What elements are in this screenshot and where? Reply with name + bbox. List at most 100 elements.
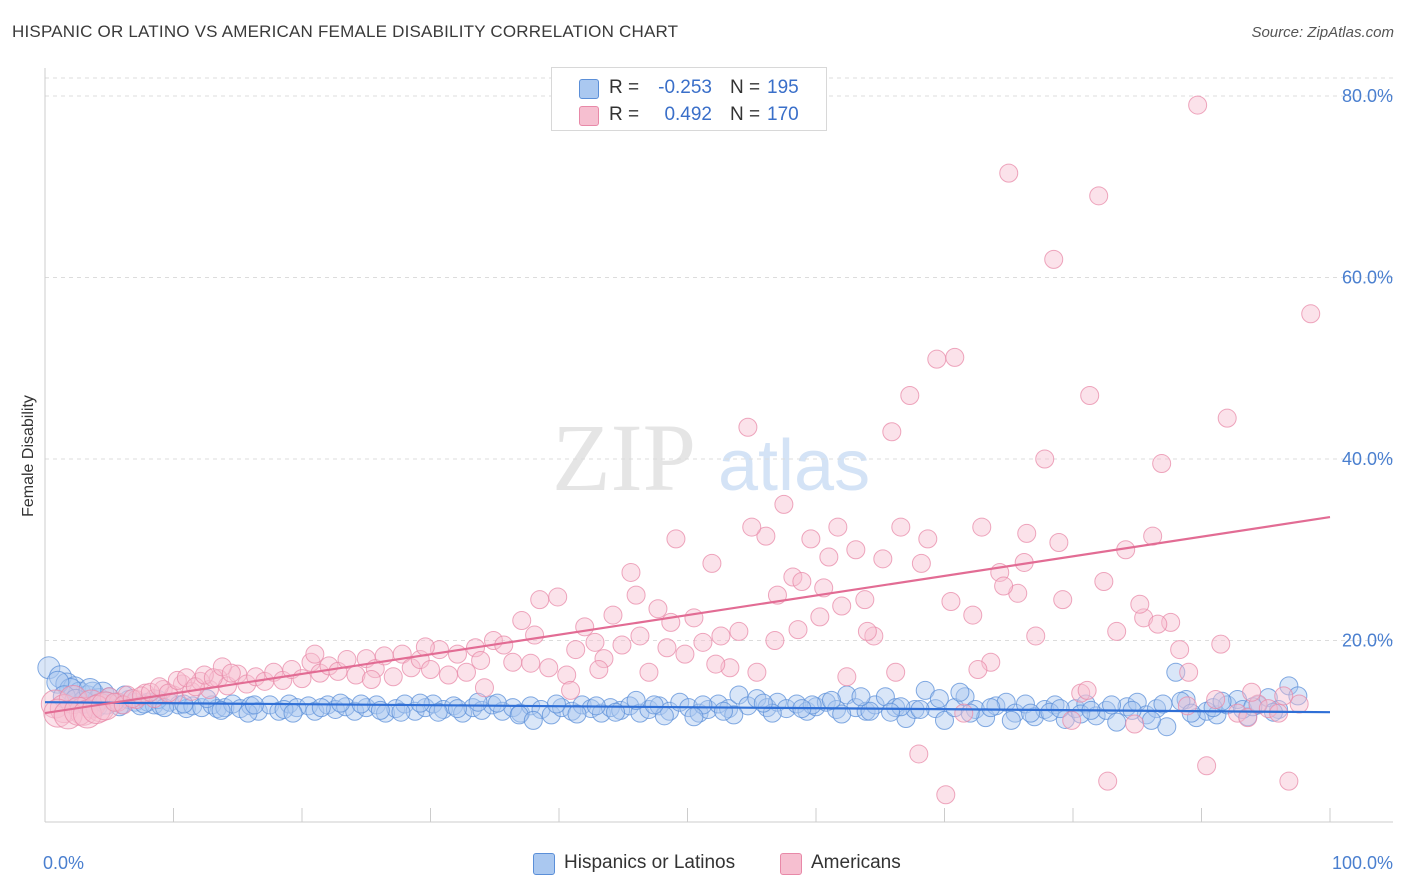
legend-n-value: 170 — [767, 104, 799, 125]
data-point — [1197, 756, 1217, 776]
y-tick-label: 20.0% — [1342, 631, 1393, 651]
data-point — [1238, 708, 1258, 728]
data-point — [713, 701, 733, 721]
data-point — [994, 576, 1014, 596]
data-point — [1274, 686, 1294, 706]
data-point — [720, 658, 740, 678]
data-point — [1188, 95, 1208, 115]
data-point — [693, 632, 713, 652]
data-point — [711, 626, 731, 646]
legend-swatch-hispanics — [579, 79, 599, 99]
data-point — [1152, 454, 1172, 474]
data-point — [1094, 572, 1114, 592]
data-point — [581, 699, 601, 719]
data-point — [43, 698, 73, 728]
data-point — [941, 591, 961, 611]
data-point — [447, 644, 467, 664]
data-point — [1050, 699, 1070, 719]
data-point — [1227, 703, 1247, 723]
data-point — [523, 710, 543, 730]
data-point — [428, 702, 448, 722]
data-point — [837, 667, 857, 687]
data-point — [221, 663, 241, 683]
data-point — [46, 670, 70, 694]
x-tick-label: 100.0% — [1332, 853, 1393, 873]
data-point — [860, 701, 880, 721]
legend-n-label: N = — [730, 104, 761, 125]
data-point — [954, 703, 974, 723]
data-point — [797, 701, 817, 721]
data-point — [1024, 707, 1044, 727]
data-point — [774, 494, 794, 514]
data-point — [1107, 712, 1127, 732]
data-point — [1017, 523, 1037, 543]
data-point — [1089, 186, 1109, 206]
series-label-americans: Americans — [811, 852, 901, 873]
y-axis-label: Female Disability — [20, 395, 37, 517]
data-point — [882, 422, 902, 442]
legend-r-label: R = — [609, 104, 640, 125]
data-point — [1170, 640, 1190, 660]
data-point — [487, 693, 507, 713]
x-tick-label: 0.0% — [43, 853, 84, 873]
data-point — [1044, 249, 1064, 269]
legend-row-hispanics: R = -0.253 N = 195 — [552, 75, 826, 103]
data-point — [1258, 699, 1278, 719]
data-point — [851, 687, 871, 707]
data-point — [814, 578, 834, 598]
data-point — [1077, 680, 1097, 700]
data-point — [391, 702, 411, 722]
data-point — [1217, 695, 1237, 715]
data-point — [1248, 694, 1268, 714]
data-point — [724, 705, 744, 725]
data-point — [753, 693, 773, 713]
data-point — [474, 678, 494, 698]
data-point — [1148, 614, 1168, 634]
watermark-atlas: atlas — [718, 426, 870, 506]
data-point — [810, 607, 830, 627]
tick-labels: 20.0% 40.0% 60.0% 80.0% 0.0% 100.0% — [43, 86, 1393, 873]
data-point — [1217, 408, 1237, 428]
chart-title: HISPANIC OR LATINO VS AMERICAN FEMALE DI… — [12, 22, 679, 41]
data-point — [819, 547, 839, 567]
data-point — [891, 697, 911, 717]
data-point — [945, 347, 965, 367]
data-point — [211, 700, 231, 720]
data-point — [1021, 703, 1041, 723]
data-point — [1211, 634, 1231, 654]
data-point — [1279, 771, 1299, 791]
data-point — [1080, 385, 1100, 405]
data-point — [1301, 304, 1321, 324]
data-point — [612, 635, 632, 655]
data-point — [575, 617, 595, 637]
data-point — [935, 710, 954, 730]
data-point — [626, 690, 646, 710]
legend-r-value: -0.253 — [658, 77, 712, 98]
data-point — [927, 349, 947, 369]
data-point — [846, 540, 866, 560]
axes — [44, 68, 1393, 823]
legend-r-label: R = — [609, 77, 640, 98]
data-point — [383, 667, 403, 687]
data-point — [331, 693, 351, 713]
watermark-zip: ZIP — [552, 404, 696, 511]
data-point — [1153, 694, 1173, 714]
data-point — [311, 698, 331, 718]
data-point — [512, 611, 532, 631]
data-point — [792, 572, 812, 592]
watermark: ZIP atlas — [552, 404, 870, 511]
y-tick-label: 60.0% — [1342, 268, 1393, 288]
data-point — [630, 626, 650, 646]
data-point — [909, 744, 929, 764]
data-point — [765, 631, 785, 650]
data-point — [471, 650, 491, 670]
data-point — [801, 529, 821, 549]
data-point — [666, 529, 686, 549]
data-point — [828, 517, 848, 537]
data-point — [561, 680, 581, 700]
series-swatch-americans — [780, 853, 802, 875]
data-point — [546, 694, 566, 714]
data-point — [37, 656, 61, 680]
data-point — [783, 567, 803, 587]
